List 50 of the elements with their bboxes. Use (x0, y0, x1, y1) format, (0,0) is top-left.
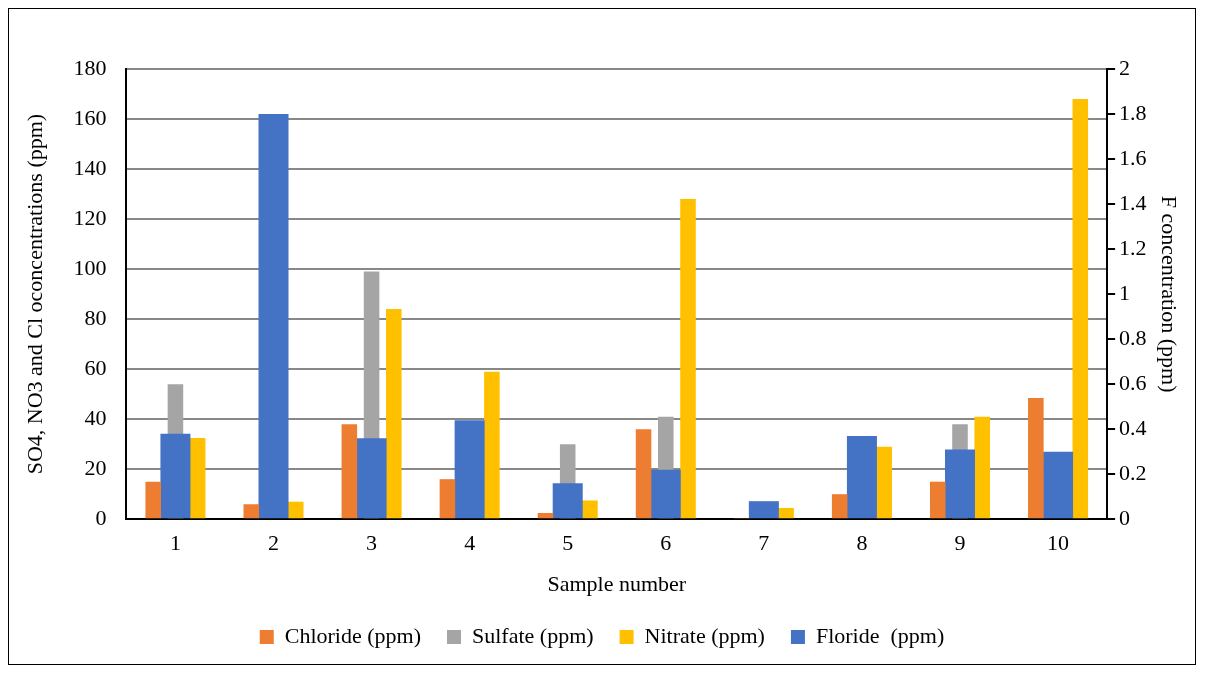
y2-tick-label: 1.4 (1119, 189, 1147, 215)
y-tick-label: 60 (84, 354, 107, 380)
bar (1072, 99, 1089, 519)
x-axis-title: Sample number (547, 570, 687, 596)
x-tick-label: 5 (562, 530, 574, 556)
bar (439, 479, 456, 519)
bar (243, 504, 260, 519)
y-tick-label: 180 (73, 54, 107, 80)
bar (537, 512, 554, 519)
x-tick-label: 3 (366, 530, 378, 556)
legend-label: Nitrate (ppm) (644, 622, 765, 648)
y-tick-label: 20 (84, 454, 107, 480)
y2-tick-label: 0.2 (1119, 459, 1147, 485)
legend-label: Floride (ppm) (815, 622, 945, 648)
legend-label: Sulfate (ppm) (472, 622, 594, 648)
x-tick-label: 6 (660, 530, 672, 556)
y2-tick-label: 0.6 (1119, 369, 1147, 395)
bar (145, 481, 161, 519)
y-axis-title: SO4, NO3 and Cl oconcentrations (ppm) (21, 113, 47, 475)
y-tick-label: 140 (73, 154, 107, 180)
bar (929, 481, 946, 519)
y-tick-label: 40 (84, 404, 107, 430)
y2-tick-label: 1.2 (1119, 234, 1147, 260)
y2-tick-label: 1.6 (1119, 144, 1147, 170)
bar (386, 309, 402, 519)
legend-label: Chloride (ppm) (284, 622, 422, 648)
bar (680, 199, 696, 519)
bar (258, 114, 289, 519)
y-tick-label: 120 (73, 204, 107, 230)
y-tick-label: 0 (95, 504, 107, 530)
x-tick-label: 2 (268, 530, 280, 556)
y2-axis-title: F concentration (ppm) (1157, 195, 1183, 393)
y2-tick-label: 0 (1119, 504, 1131, 530)
y-tick-label: 80 (84, 304, 107, 330)
x-tick-label: 8 (856, 530, 868, 556)
bar (287, 501, 304, 519)
y2-tick-label: 0.4 (1119, 414, 1147, 440)
y-tick-label: 160 (73, 104, 107, 130)
x-tick-label: 7 (758, 530, 770, 556)
bar (582, 500, 598, 519)
x-tick-label: 4 (464, 530, 476, 556)
y-tick-label: 100 (73, 254, 107, 280)
y2-tick-label: 1.8 (1119, 99, 1147, 125)
y2-tick-label: 1 (1119, 279, 1131, 305)
y2-tick-label: 0.8 (1119, 324, 1147, 350)
bar (831, 494, 848, 519)
x-tick-label: 9 (954, 530, 966, 556)
x-tick-label: 10 (1047, 530, 1070, 556)
y2-tick-label: 2 (1119, 54, 1131, 80)
x-tick-label: 1 (169, 530, 181, 556)
